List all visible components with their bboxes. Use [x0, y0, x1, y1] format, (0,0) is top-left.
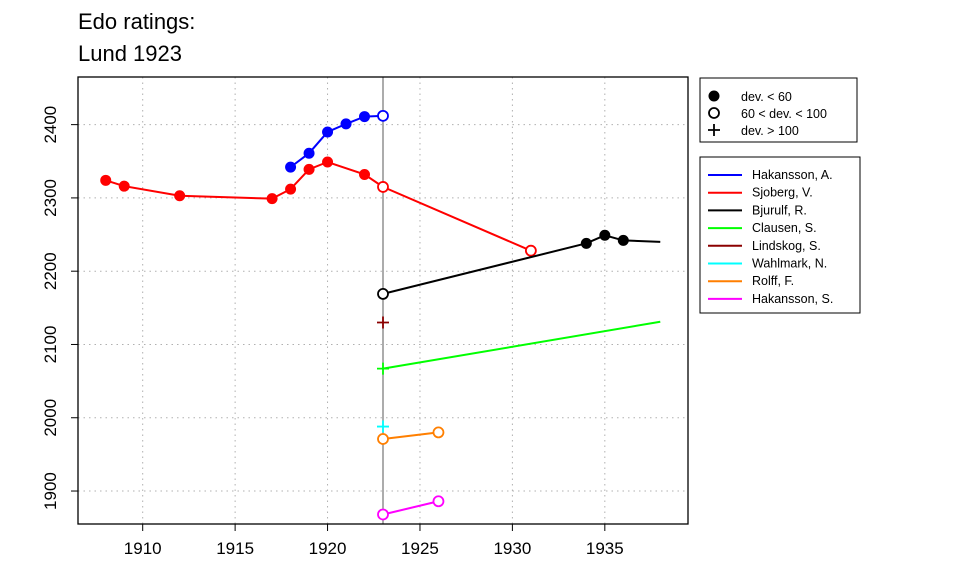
data-point	[303, 147, 315, 159]
data-point	[432, 495, 445, 508]
series-group	[100, 156, 537, 257]
data-point	[174, 190, 186, 202]
x-tick-label: 1915	[216, 539, 254, 558]
data-point	[340, 118, 352, 130]
series-group	[377, 320, 661, 375]
data-point	[285, 183, 297, 195]
axis-layer: 1910 1915 1920 1925 1930 1935 1900 2000 2100 2200…	[41, 106, 624, 558]
marker-legend-symbol	[708, 107, 720, 119]
data-point	[285, 161, 297, 173]
series-line	[105, 160, 532, 252]
series-line	[382, 234, 661, 295]
marker-legend-label: dev. > 100	[741, 124, 799, 138]
series-legend-label: Rolff, F.	[752, 274, 794, 288]
data-point	[359, 168, 371, 180]
data-point	[617, 234, 629, 246]
marker-legend-symbol	[708, 124, 720, 136]
series-legend-label: Wahlmark, N.	[752, 257, 827, 271]
marker-legend: dev. < 60 60 < dev. < 100 dev. > 100	[699, 77, 858, 143]
chart-title-line-2: Lund 1923	[78, 41, 182, 66]
data-point	[377, 362, 389, 375]
marker-legend-label: dev. < 60	[741, 90, 792, 104]
y-tick-label: 2300	[41, 179, 60, 217]
data-point	[322, 126, 334, 138]
data-point	[377, 508, 389, 521]
x-tick-label: 1920	[309, 539, 347, 558]
series-line	[289, 114, 384, 168]
data-point	[118, 180, 130, 192]
data-point	[377, 109, 389, 122]
series-legend-label: Hakansson, A.	[752, 168, 833, 182]
data-point	[524, 244, 537, 257]
series-legend-box	[699, 156, 861, 314]
series-group	[377, 420, 389, 433]
series-group	[285, 109, 389, 173]
data-point	[377, 420, 389, 433]
series-legend-label: Lindskog, S.	[752, 239, 821, 253]
data-point	[599, 229, 611, 241]
series-line	[382, 431, 439, 440]
data-point	[377, 288, 389, 300]
data-point	[377, 316, 389, 329]
data-point	[303, 163, 315, 175]
series-legend-label: Clausen, S.	[752, 221, 817, 235]
series-legend: Hakansson, A. Sjoberg, V. Bjurulf, R. Claus…	[699, 156, 861, 314]
x-tick-label: 1930	[493, 539, 531, 558]
series-legend-label: Hakansson, S.	[752, 292, 833, 306]
data-point	[580, 237, 592, 249]
y-tick-label: 2100	[41, 326, 60, 364]
data-point	[377, 433, 389, 445]
x-tick-label: 1935	[586, 539, 624, 558]
series-legend-label: Bjurulf, R.	[752, 203, 807, 217]
series-line	[382, 320, 661, 370]
data-point	[432, 426, 445, 439]
series-group	[377, 495, 445, 521]
series-legend-label: Sjoberg, V.	[752, 186, 813, 200]
marker-legend-symbol	[708, 90, 720, 102]
data-point	[359, 111, 371, 123]
series-group	[377, 426, 445, 445]
series-line	[382, 500, 439, 516]
data-point	[266, 193, 278, 205]
plot-frame	[77, 76, 689, 525]
y-tick-label: 2400	[41, 106, 60, 144]
series-group	[377, 229, 661, 300]
series-group	[377, 316, 389, 329]
y-tick-label: 2000	[41, 399, 60, 437]
x-tick-label: 1925	[401, 539, 439, 558]
data-point	[100, 174, 112, 186]
y-tick-label: 1900	[41, 472, 60, 510]
y-tick-label: 2200	[41, 252, 60, 290]
data-point	[322, 156, 334, 168]
x-tick-label: 1910	[124, 539, 162, 558]
marker-legend-label: 60 < dev. < 100	[741, 107, 827, 121]
series-layer	[100, 109, 661, 521]
marker-legend-box	[699, 77, 858, 143]
data-point	[377, 181, 389, 193]
chart-title-line-1: Edo ratings:	[78, 9, 195, 34]
